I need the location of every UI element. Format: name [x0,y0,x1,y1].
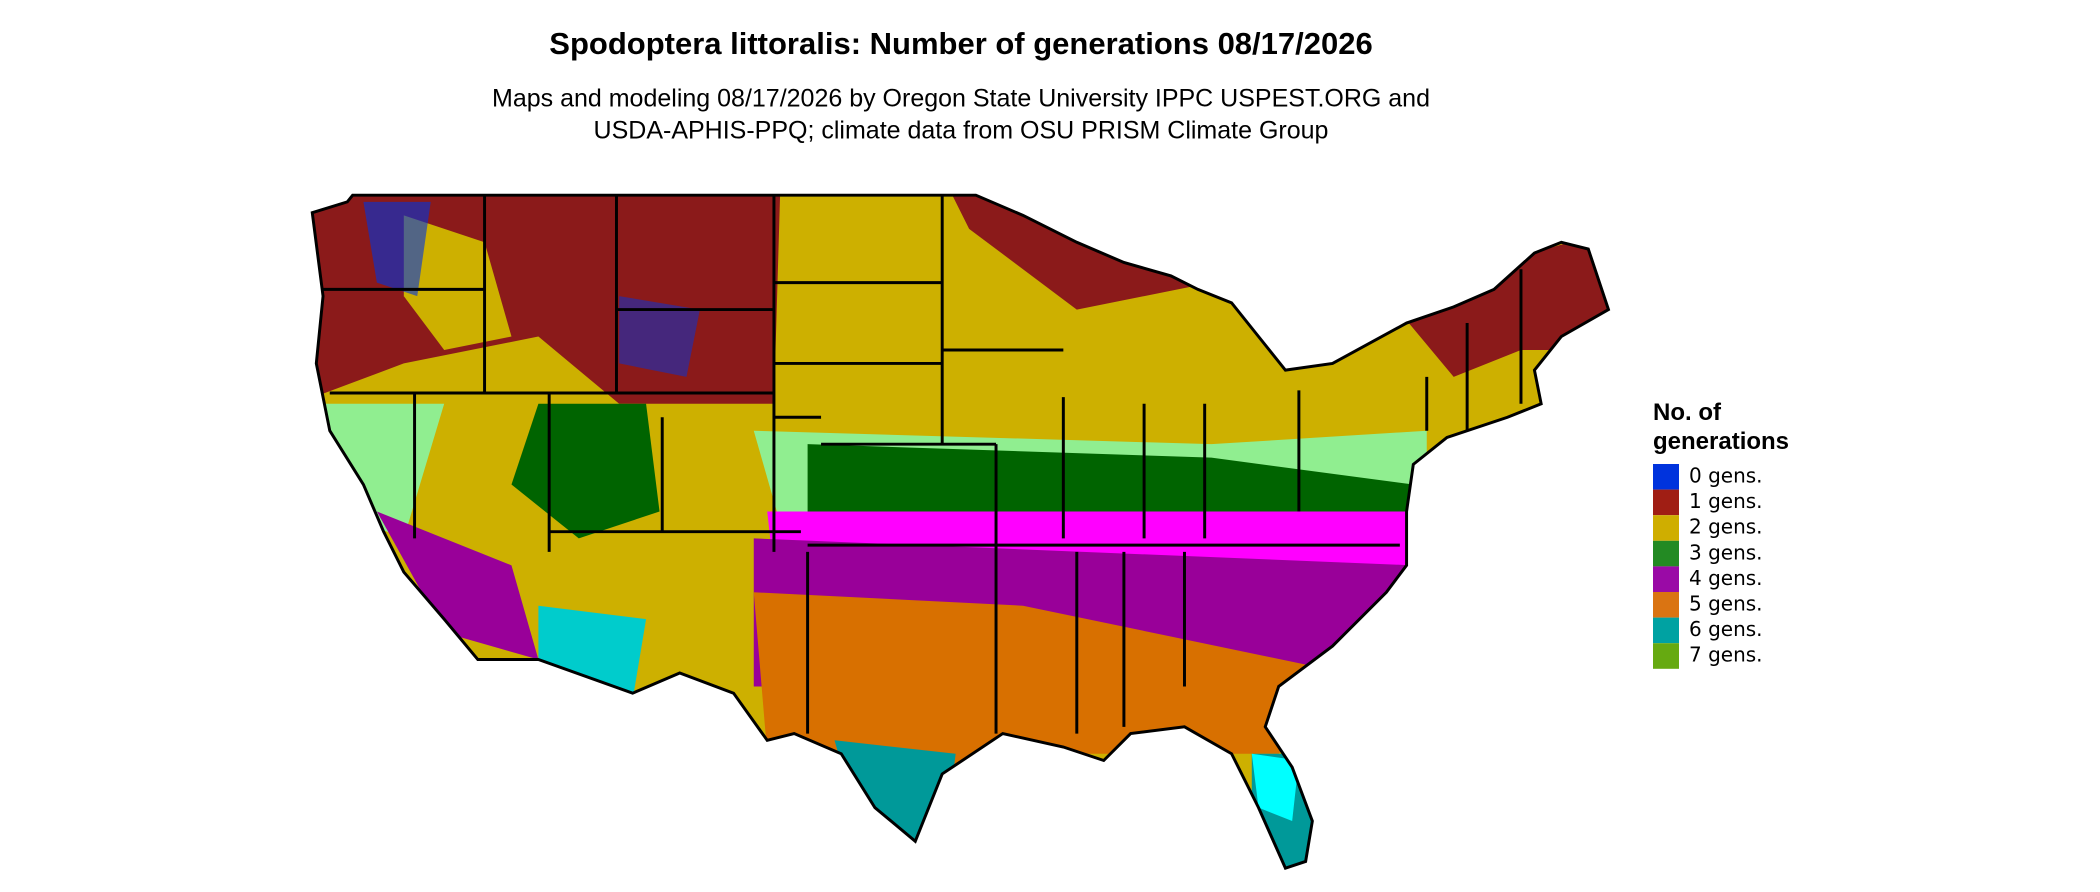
legend-title: No. of [1653,399,1722,426]
legend-swatch [1653,617,1679,644]
legend-label: 2 gens. [1689,515,1763,539]
legend-swatch [1653,489,1679,516]
legend-swatch [1653,566,1679,592]
legend-swatch [1653,464,1679,490]
legend-swatch [1653,592,1679,618]
legend-label: 7 gens. [1689,643,1763,667]
map [310,193,1611,870]
legend-label: 5 gens. [1689,592,1763,616]
legend: No. of generations 0 gens.1 gens.2 gens.… [1653,399,1789,669]
title: Spodoptera littoralis: Number of generat… [549,26,1372,61]
legend-label: 6 gens. [1689,617,1763,641]
legend-label: 0 gens. [1689,464,1763,488]
legend-title: generations [1653,428,1789,455]
legend-swatch [1653,540,1679,567]
legend-swatch [1653,643,1679,669]
subtitle: USDA-APHIS-PPQ; climate data from OSU PR… [594,117,1329,145]
legend-label: 3 gens. [1689,540,1763,564]
legend-label: 1 gens. [1689,489,1763,513]
legend-label: 4 gens. [1689,566,1763,590]
subtitle: Maps and modeling 08/17/2026 by Oregon S… [492,85,1430,113]
legend-swatch [1653,515,1679,541]
